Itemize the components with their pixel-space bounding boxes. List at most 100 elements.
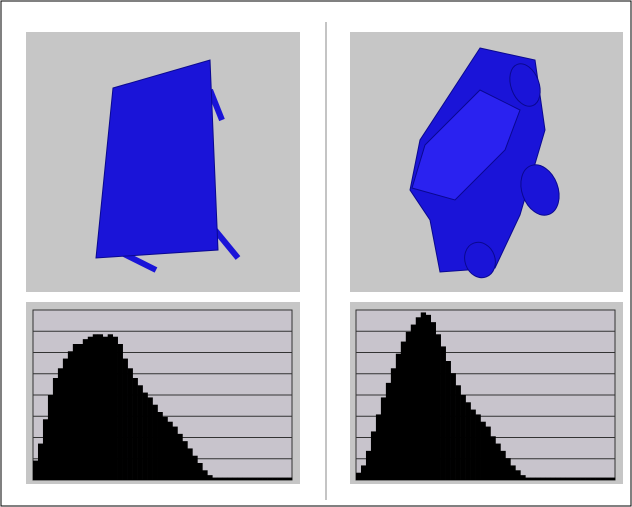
histogram-bar [48, 395, 53, 480]
histogram-bar [361, 465, 366, 480]
histogram-bar [396, 354, 401, 480]
histogram-bar [267, 478, 272, 480]
histogram-bar [510, 465, 515, 480]
histogram-bar [182, 441, 187, 480]
histogram-bar [366, 451, 371, 480]
histogram-bar [93, 334, 98, 480]
histogram-bar [486, 427, 491, 480]
figure [0, 0, 632, 507]
histogram-bar [98, 334, 103, 480]
histogram-bar [451, 373, 456, 480]
histogram-bar [38, 444, 43, 480]
histogram-bar [386, 383, 391, 480]
histogram-bar [232, 478, 237, 480]
histogram-bar [600, 478, 605, 480]
histogram-bar [113, 337, 118, 480]
histogram-bar [585, 478, 590, 480]
histogram-bar [505, 458, 510, 480]
histogram-bar [461, 395, 466, 480]
histogram-bar [282, 478, 287, 480]
histogram-bar [63, 359, 68, 480]
histogram-bar [545, 478, 550, 480]
histogram-bar [411, 325, 416, 480]
histogram-bar [471, 410, 476, 480]
histogram-bar [123, 359, 128, 480]
histogram-bar [108, 334, 113, 480]
histogram-bar [212, 478, 217, 480]
histogram-bar [158, 412, 163, 480]
histogram-bar [138, 385, 143, 480]
histogram-bar [610, 478, 615, 480]
histogram-bar [163, 417, 168, 480]
histogram-bar [590, 478, 595, 480]
histogram-bar [148, 397, 153, 480]
histogram-bar [560, 478, 565, 480]
histogram-bar [237, 478, 242, 480]
histogram-bar [391, 368, 396, 480]
histogram-bar [143, 393, 148, 480]
histogram-bar [555, 478, 560, 480]
histogram-bar [287, 478, 292, 480]
histogram-bar [78, 344, 83, 480]
histogram-bar [456, 385, 461, 480]
histogram-bar [530, 478, 535, 480]
histogram-bar [466, 402, 471, 480]
histogram-bar [257, 478, 262, 480]
histogram-bar [207, 475, 212, 480]
histogram-bar [177, 434, 182, 480]
histogram-bar [426, 315, 431, 480]
histogram-bar [515, 470, 520, 480]
histogram-bar [153, 405, 158, 480]
histogram-bar [53, 378, 58, 480]
histogram-bar [490, 436, 495, 480]
histogram-bar [217, 478, 222, 480]
histogram-bar [43, 419, 48, 480]
histogram-bar [58, 368, 63, 480]
histogram-bar [222, 478, 227, 480]
histogram-bar [128, 368, 133, 480]
histogram-bar [33, 461, 38, 480]
histogram-bar [605, 478, 610, 480]
histogram-bar [525, 478, 530, 480]
histogram-bar [73, 344, 78, 480]
histogram-bar [476, 414, 481, 480]
histogram-bar [406, 332, 411, 480]
histogram-bar [421, 312, 426, 480]
histogram-bar [371, 431, 376, 480]
histogram-bar [202, 470, 207, 480]
histogram-bar [431, 322, 436, 480]
histogram-bar [227, 478, 232, 480]
histogram-bar [401, 342, 406, 480]
histogram-bar [277, 478, 282, 480]
histogram-bar [197, 463, 202, 480]
histogram-bar [565, 478, 570, 480]
histogram-bar [381, 397, 386, 480]
histogram-bar [68, 351, 73, 480]
histogram-bar [520, 475, 525, 480]
histogram-bar [133, 378, 138, 480]
histogram-bar [167, 422, 172, 480]
histogram-bar [252, 478, 257, 480]
histogram-bar [192, 456, 197, 480]
histogram-bar [88, 337, 93, 480]
histogram-bar [262, 478, 267, 480]
histogram-bar [83, 339, 88, 480]
histogram-bar [187, 448, 192, 480]
histogram-bar [540, 478, 545, 480]
histogram-bar [242, 478, 247, 480]
histogram-bar [436, 334, 441, 480]
histogram-bar [376, 414, 381, 480]
histogram-bar [550, 478, 555, 480]
histogram-bar [103, 337, 108, 480]
histogram-bar [446, 361, 451, 480]
histogram-bar [356, 473, 361, 480]
histogram-bar [595, 478, 600, 480]
histogram-bar [575, 478, 580, 480]
histogram-bar [416, 317, 421, 480]
histogram-bar [441, 346, 446, 480]
histogram-bar [481, 422, 486, 480]
histogram-bar [272, 478, 277, 480]
histogram-bar [580, 478, 585, 480]
histogram-bar [247, 478, 252, 480]
histogram-bar [570, 478, 575, 480]
